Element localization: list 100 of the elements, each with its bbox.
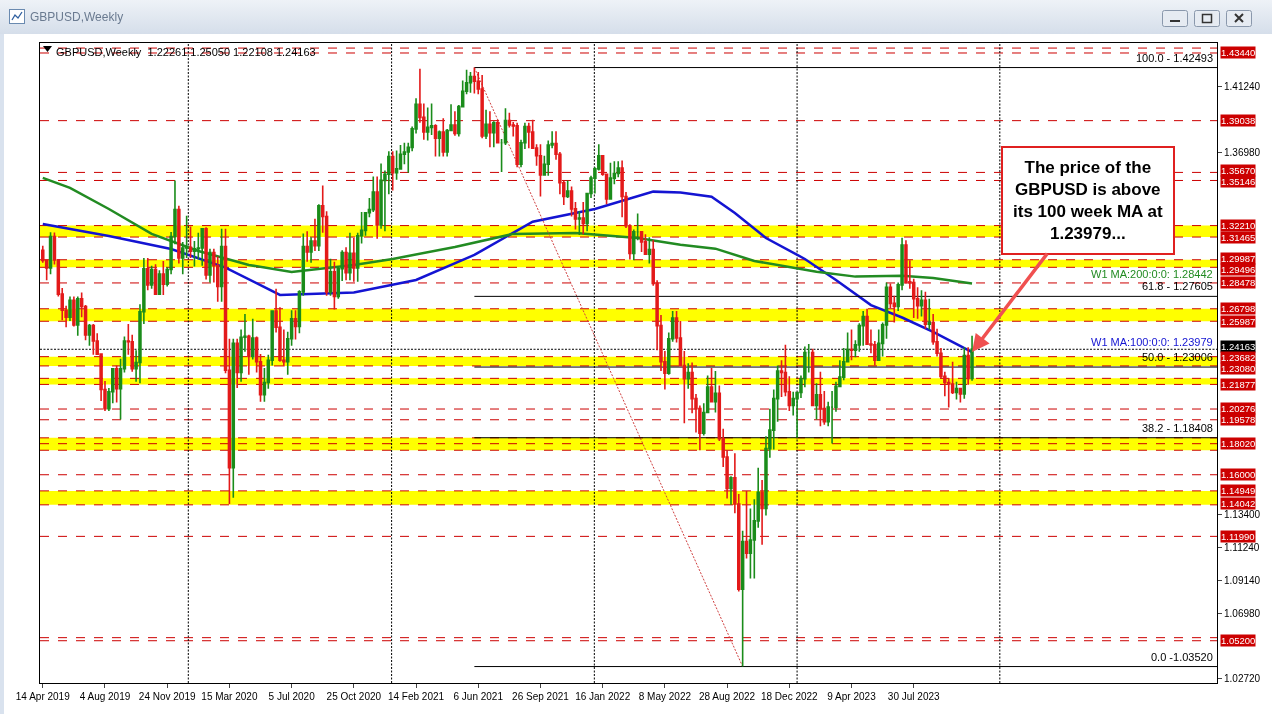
candlestick <box>480 74 484 139</box>
candlestick <box>686 362 690 390</box>
candlestick <box>954 380 959 401</box>
candlestick <box>235 337 239 389</box>
ref-line-label: 1.24163 <box>1221 341 1256 352</box>
candlestick <box>313 218 317 252</box>
candlestick <box>484 108 488 140</box>
candlestick <box>114 364 119 404</box>
candlestick <box>204 226 208 281</box>
y-tick-label: 1.11240 <box>1224 542 1260 554</box>
ref-line-label: 1.43440 <box>1221 47 1256 58</box>
series-label: 0.0 -1.03520 <box>1151 651 1213 663</box>
candlestick <box>344 246 348 282</box>
candlestick <box>713 370 718 414</box>
x-tick-label: 18 Dec 2022 <box>760 691 819 702</box>
candlestick <box>643 233 648 256</box>
candlestick <box>488 110 492 149</box>
x-tick-label: 9 Apr 2023 <box>827 691 877 702</box>
candlestick <box>441 117 446 158</box>
candlestick <box>161 260 166 296</box>
candlestick <box>146 257 150 292</box>
candlestick <box>433 123 438 158</box>
candlestick <box>200 227 204 267</box>
ref-line-label: 1.35670 <box>1221 165 1256 176</box>
candlestick <box>709 367 714 404</box>
chart-subtitle: GBPUSD,Weekly 1.22261 1.25050 1.22108 1.24163 <box>56 46 316 58</box>
x-tick-label: 15 Mar 2020 <box>201 691 258 702</box>
ref-line-label: 1.16000 <box>1221 469 1256 480</box>
ref-line-label: 1.35146 <box>1221 176 1256 187</box>
x-tick-label: 30 Jul 2023 <box>887 691 941 702</box>
candlestick <box>293 309 298 341</box>
x-tick-label: 24 Nov 2019 <box>138 691 196 702</box>
ref-line-label: 1.21877 <box>1221 379 1256 390</box>
series-label: 61.8 - 1.27605 <box>1142 280 1213 292</box>
candlestick <box>379 162 383 230</box>
candlestick <box>849 328 854 362</box>
ref-line-label: 1.14042 <box>1221 498 1256 509</box>
candlestick <box>250 317 255 361</box>
candlestick <box>472 66 477 95</box>
candlestick <box>72 295 76 328</box>
x-tick-label: 26 Sep 2021 <box>512 691 570 702</box>
y-tick-label: 1.13400 <box>1224 509 1261 521</box>
series-label: 100.0 - 1.42493 <box>1136 52 1214 64</box>
x-tick-label: 8 May 2022 <box>638 691 692 702</box>
candlestick <box>538 143 543 198</box>
candlestick <box>565 179 570 199</box>
x-tick-label: 16 Jan 2022 <box>575 691 631 702</box>
candlestick <box>923 291 928 330</box>
candlestick <box>332 261 337 311</box>
candlestick <box>581 201 585 235</box>
text: W1 MA:100:0:0: 1.23979 <box>1091 336 1213 348</box>
candlestick <box>970 334 974 382</box>
series-label: 50.0 - 1.23006 <box>1142 351 1213 363</box>
ref-line-label: 1.05200 <box>1221 635 1256 646</box>
ref-line-label: 1.23682 <box>1221 352 1256 363</box>
candlestick <box>87 323 92 347</box>
ref-line-label: 1.39038 <box>1221 115 1256 126</box>
candlestick <box>647 236 652 265</box>
candlestick <box>91 323 96 356</box>
candlestick <box>352 237 356 283</box>
candlestick <box>309 236 313 264</box>
candlestick <box>744 490 749 560</box>
candlestick <box>818 370 823 428</box>
ref-line-label: 1.26798 <box>1221 303 1256 314</box>
candlestick <box>453 110 457 137</box>
ref-line-label: 1.29987 <box>1221 253 1256 264</box>
ref-line-label: 1.29496 <box>1221 264 1256 275</box>
y-tick-label: 1.41240 <box>1224 81 1261 93</box>
y-tick-label: 1.09140 <box>1224 574 1261 586</box>
candlestick <box>760 479 764 546</box>
y-tick-label: 1.06980 <box>1224 607 1261 619</box>
candlestick <box>188 225 193 259</box>
x-tick-label: 6 Jun 2021 <box>453 691 504 702</box>
x-tick-label: 14 Feb 2021 <box>387 691 445 702</box>
candlestick <box>429 102 434 136</box>
candlestick <box>639 231 644 253</box>
candlestick <box>527 121 531 149</box>
candlestick <box>966 346 970 386</box>
annotation: The price of the GBPUSD is above its 100 week MA at 1.23979... <box>1013 158 1163 244</box>
x-tick-label: 4 Aug 2019 <box>79 691 131 702</box>
ref-line-label: 1.19578 <box>1221 414 1256 425</box>
ref-line-label: 1.14949 <box>1221 485 1256 496</box>
text: W1 MA:200:0:0: 1.28442 <box>1091 268 1213 280</box>
candlestick <box>919 289 924 318</box>
candlestick <box>515 121 519 169</box>
candlestick <box>468 71 473 94</box>
series-label: 38.2 - 1.18408 <box>1142 422 1213 434</box>
x-tick-label: 5 Jul 2020 <box>268 691 316 702</box>
ref-line-label: 1.28478 <box>1221 277 1256 288</box>
candlestick <box>317 203 321 252</box>
candlestick <box>305 230 309 263</box>
x-tick-label: 28 Aug 2022 <box>699 691 756 702</box>
ref-line-label: 1.18020 <box>1221 438 1256 449</box>
ref-line-label: 1.32210 <box>1221 220 1256 231</box>
candlestick <box>371 175 376 213</box>
candlestick <box>927 297 932 331</box>
candlestick <box>247 334 251 376</box>
candlestick <box>492 120 496 149</box>
candlestick <box>76 295 80 337</box>
ref-line-label: 1.31465 <box>1221 232 1256 243</box>
